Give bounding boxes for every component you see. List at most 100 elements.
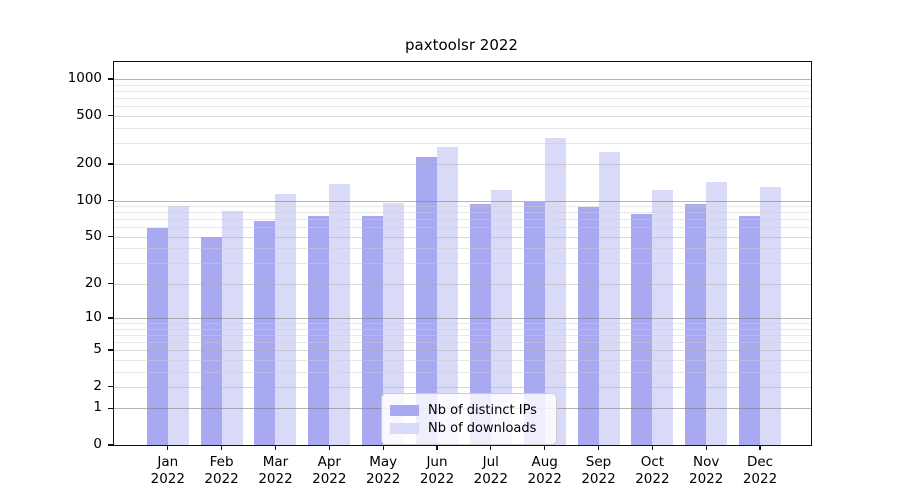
bar-downloads-mar (275, 193, 297, 445)
x-tick-month: May (369, 454, 398, 470)
bar-distinct-ips-jan (146, 228, 168, 445)
gridline-3 (114, 371, 811, 373)
bar-downloads-jul (490, 189, 512, 445)
x-tick-label-jan: Jan 2022 (128, 454, 208, 488)
gridline-200 (114, 164, 811, 166)
bar-downloads-feb (221, 210, 243, 445)
x-tick-mark-jun (436, 445, 438, 450)
bar-downloads-sep (598, 151, 620, 445)
x-tick-label-nov: Nov 2022 (666, 454, 746, 488)
x-tick-mark-dec (759, 445, 761, 450)
y-tick-label-200: 200 (76, 155, 102, 172)
x-tick-month: Jun (426, 454, 448, 470)
x-tick-label-feb: Feb 2022 (182, 454, 262, 488)
bar-distinct-ips-may (362, 215, 384, 445)
bar-downloads-jan (167, 206, 189, 445)
bar-downloads-jun (437, 146, 458, 445)
bar-downloads-nov (706, 181, 728, 445)
x-tick-mark-mar (274, 445, 277, 450)
gridline-40 (114, 248, 811, 250)
y-tick-label-1: 1 (93, 399, 102, 416)
y-tick-label-50: 50 (84, 227, 102, 244)
bar-distinct-ips-aug (523, 202, 545, 445)
gridline-100 (114, 200, 811, 202)
y-tick-mark-50 (108, 236, 113, 238)
bar-distinct-ips-jun (416, 156, 437, 445)
x-tick-month: Jul (482, 454, 499, 470)
x-tick-label-jul: Jul 2022 (451, 454, 531, 488)
gridline-9 (114, 323, 811, 324)
y-tick-mark-5 (108, 349, 113, 351)
gridline-50 (114, 236, 811, 238)
y-tick-label-10: 10 (84, 309, 102, 325)
x-tick-mark-oct (651, 445, 654, 450)
y-tick-mark-200 (108, 163, 113, 165)
bar-distinct-ips-nov (685, 204, 707, 445)
x-tick-month: Apr (317, 454, 341, 470)
x-tick-month: Aug (531, 454, 558, 470)
x-tick-year: 2022 (366, 471, 401, 487)
y-tick-mark-2 (108, 386, 113, 388)
x-tick-year: 2022 (473, 471, 508, 487)
gridline-6 (114, 341, 811, 343)
x-tick-year: 2022 (742, 471, 778, 487)
x-tick-month: Mar (262, 454, 289, 470)
gridline-10 (114, 318, 811, 319)
x-tick-month: Oct (640, 454, 665, 470)
y-tick-mark-20 (108, 283, 113, 285)
y-tick-label-100: 100 (76, 191, 102, 208)
x-tick-mark-apr (328, 445, 330, 450)
legend-swatch-distinct-ips (390, 404, 419, 416)
x-tick-label-dec: Dec 2022 (720, 454, 800, 488)
legend-label-distinct-ips: Nb of distinct IPs (428, 402, 537, 418)
gridline-500 (114, 115, 811, 117)
gridline-700 (114, 97, 811, 99)
y-tick-label-500: 500 (76, 106, 102, 123)
gridline-2 (114, 386, 811, 388)
y-tick-label-1000: 1000 (67, 70, 102, 86)
gridline-90 (114, 206, 811, 208)
x-tick-month: Dec (746, 454, 774, 470)
bar-downloads-may (383, 202, 405, 445)
y-tick-mark-100 (108, 199, 113, 202)
bar-distinct-ips-oct (631, 213, 653, 445)
x-tick-year: 2022 (689, 471, 724, 487)
gridline-900 (114, 84, 811, 86)
bar-distinct-ips-dec (739, 215, 761, 445)
y-tick-mark-500 (108, 115, 113, 117)
y-tick-label-2: 2 (93, 377, 102, 394)
bar-distinct-ips-sep (577, 206, 599, 445)
legend-label-downloads: Nb of downloads (428, 420, 537, 436)
bar-downloads-dec (760, 186, 782, 445)
y-tick-mark-1000 (108, 78, 113, 80)
gridline-80 (114, 212, 811, 214)
legend: Nb of distinct IPs Nb of downloads (381, 393, 557, 445)
x-tick-year: 2022 (581, 471, 616, 487)
x-tick-mark-jan (167, 445, 169, 450)
x-tick-year: 2022 (150, 471, 185, 487)
x-tick-label-aug: Aug 2022 (505, 454, 585, 488)
y-tick-mark-1 (108, 407, 113, 409)
chart-title: paxtoolsr 2022 (405, 36, 518, 54)
bar-downloads-aug (544, 138, 566, 445)
x-tick-year: 2022 (204, 471, 239, 487)
x-tick-mark-nov (705, 445, 707, 450)
x-tick-mark-may (382, 445, 384, 450)
x-tick-label-oct: Oct 2022 (612, 454, 692, 488)
gridline-5 (114, 350, 811, 352)
x-tick-mark-aug (544, 445, 546, 450)
x-tick-year: 2022 (419, 471, 455, 487)
bar-distinct-ips-feb (200, 236, 222, 445)
legend-item-distinct-ips: Nb of distinct IPs (390, 402, 546, 418)
x-tick-label-sep: Sep 2022 (559, 454, 639, 488)
legend-item-downloads: Nb of downloads (390, 420, 546, 436)
y-tick-mark-10 (108, 317, 113, 319)
x-tick-year: 2022 (635, 471, 670, 487)
x-tick-year: 2022 (312, 471, 347, 487)
bar-downloads-apr (329, 184, 351, 445)
x-tick-label-jun: Jun 2022 (397, 454, 477, 488)
gridline-7 (114, 334, 811, 336)
legend-swatch-downloads (390, 422, 419, 434)
y-tick-mark-0 (108, 444, 113, 446)
